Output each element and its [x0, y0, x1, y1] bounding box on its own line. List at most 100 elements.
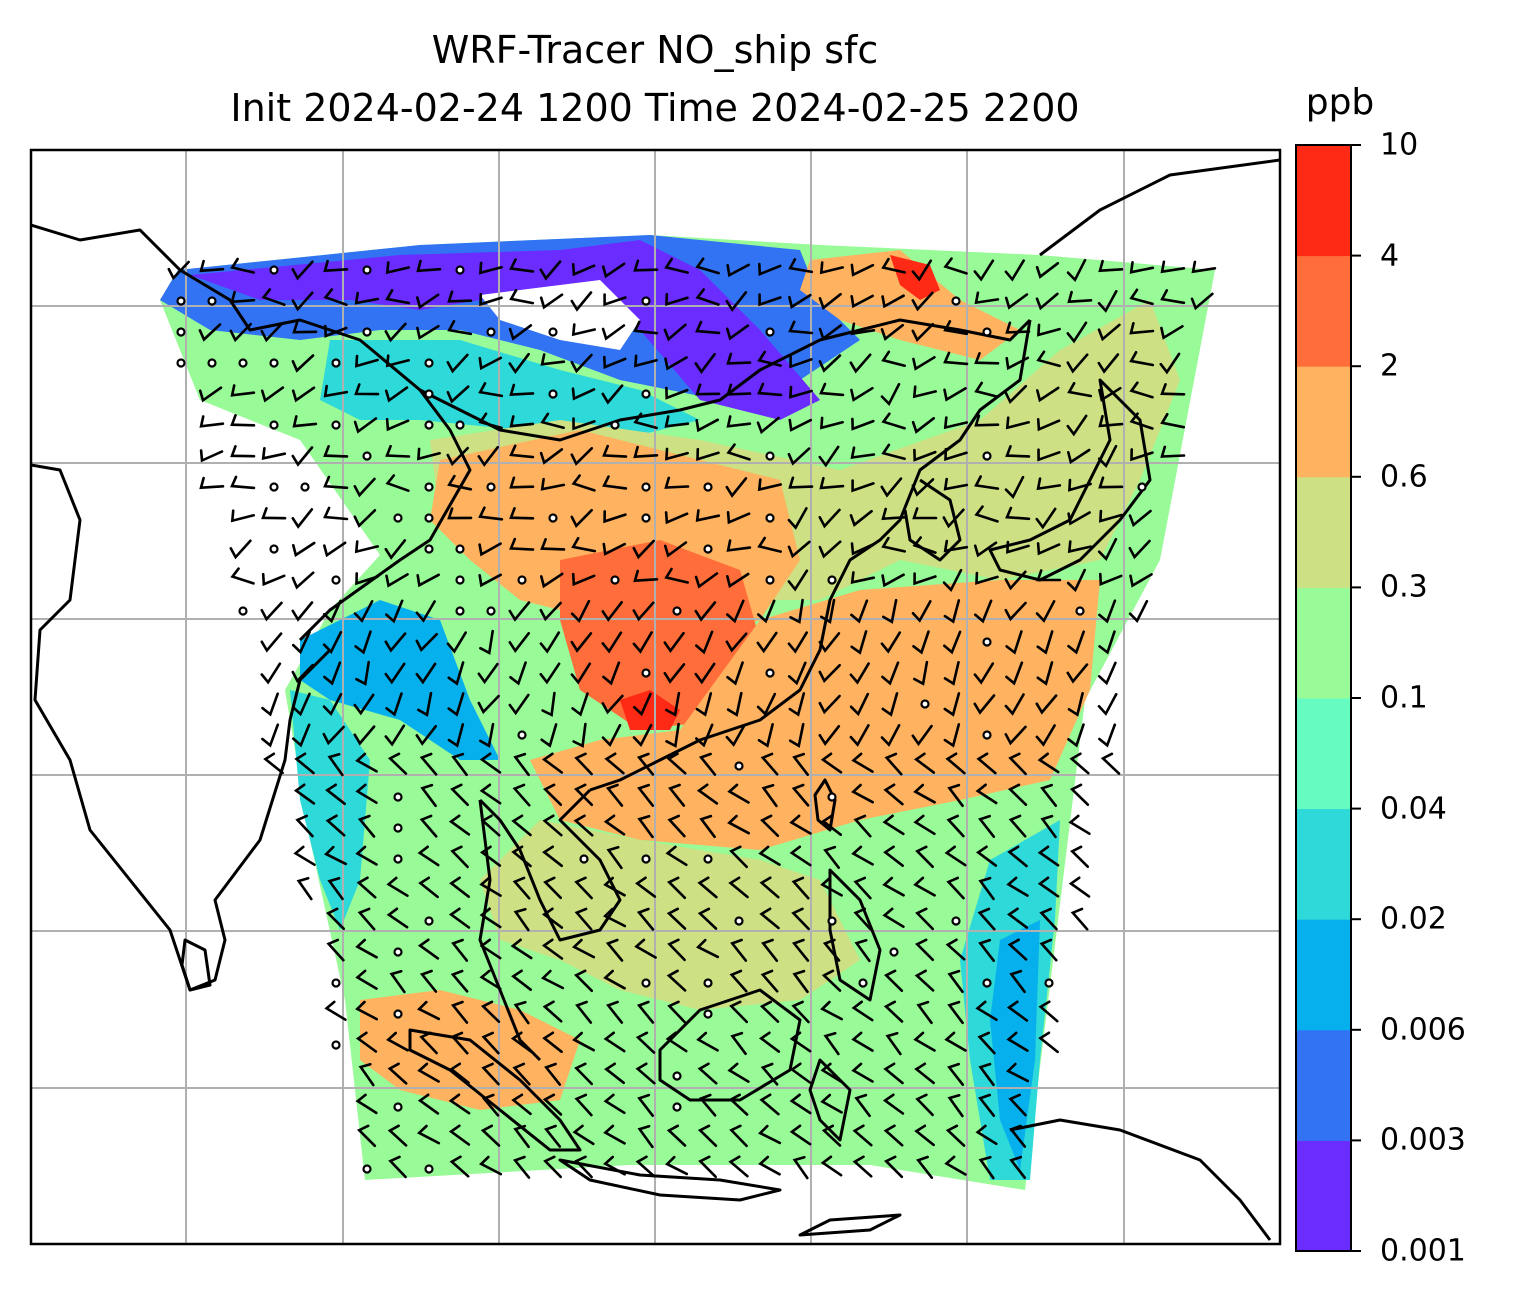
wind-barb — [323, 541, 347, 558]
wind-barb — [975, 845, 998, 867]
colorbar-tick-label: 0.04 — [1380, 791, 1447, 827]
wind-barb — [976, 752, 997, 775]
wind-barb — [849, 662, 870, 685]
wind-barb — [820, 1000, 843, 1021]
wind-barb — [726, 510, 751, 525]
calm-wind-circle — [548, 513, 558, 523]
wind-barb — [664, 447, 689, 461]
wind-barb — [199, 476, 225, 490]
wind-barb — [508, 632, 530, 653]
coast-new-guinea — [1009, 1118, 1272, 1241]
wind-barb — [791, 876, 810, 900]
wind-barb — [415, 725, 437, 746]
wind-barb — [542, 1031, 563, 1054]
wind-barb — [509, 288, 535, 305]
calm-wind-circle — [982, 327, 992, 337]
wind-barb — [509, 383, 535, 396]
coast-malay-peninsula — [478, 799, 542, 1062]
calm-wind-circle — [827, 916, 837, 926]
wind-barb — [699, 814, 716, 839]
wind-barb — [729, 969, 748, 993]
wind-barb — [757, 382, 783, 397]
concentration-field — [160, 235, 1215, 1190]
calm-wind-circle — [703, 854, 713, 864]
calm-wind-circles — [176, 265, 1147, 1174]
wind-barb — [818, 292, 842, 310]
wind-barb — [539, 662, 561, 685]
calm-wind-circle — [610, 420, 620, 430]
wind-barb — [947, 783, 964, 808]
wind-barb — [230, 475, 256, 490]
wind-barb — [698, 1155, 717, 1179]
calm-wind-circle — [672, 606, 682, 616]
wind-barb — [665, 691, 681, 717]
wind-barb — [508, 324, 533, 341]
wind-barb — [327, 752, 344, 777]
wind-barb — [229, 322, 252, 343]
wind-barb — [1068, 814, 1091, 835]
wind-barb — [725, 724, 746, 747]
calm-wind-circle — [455, 544, 465, 554]
wind-barb — [230, 290, 256, 304]
wind-barb — [1066, 353, 1089, 374]
coast-sumatra — [408, 1028, 582, 1152]
wind-barb — [728, 1155, 749, 1178]
wind-barb — [1036, 661, 1054, 686]
wind-barb — [820, 1093, 843, 1114]
calm-wind-circle — [486, 482, 496, 492]
chart-title-line-1: WRF-Tracer NO_ship sfc — [431, 28, 879, 72]
wind-barb — [419, 1031, 438, 1055]
wind-barb — [818, 354, 842, 373]
colorbar-tick-label: 0.02 — [1380, 901, 1447, 937]
wind-barb — [230, 257, 255, 274]
wind-barb — [419, 969, 438, 993]
calm-wind-circle — [393, 947, 403, 957]
wind-barb — [823, 845, 840, 869]
wind-barb — [478, 542, 502, 557]
wind-barb — [540, 723, 558, 748]
wind-barb — [478, 356, 503, 371]
wind-barb — [849, 692, 870, 717]
wind-barb — [1006, 876, 1029, 897]
wind-barb — [601, 631, 623, 654]
coast-sulawesi — [808, 1058, 852, 1142]
wind-barb — [977, 907, 996, 931]
wind-barb — [818, 694, 841, 715]
calm-wind-circle — [548, 327, 558, 337]
calm-wind-circle — [672, 1102, 682, 1112]
wind-barb — [851, 479, 875, 493]
wind-barb — [447, 692, 465, 717]
wind-barb — [386, 1031, 409, 1052]
wind-barb — [354, 383, 380, 396]
wind-barb — [818, 725, 841, 746]
wind-barb — [605, 938, 624, 962]
calm-wind-circle — [362, 1164, 372, 1174]
wind-barb — [1036, 542, 1061, 556]
wind-barb — [664, 415, 690, 428]
wind-barb — [1128, 539, 1151, 560]
coast-japan — [988, 378, 1152, 582]
wind-barb — [947, 1000, 964, 1025]
wind-barb — [1040, 783, 1058, 807]
wind-barb — [355, 938, 378, 959]
wind-barb — [850, 542, 875, 556]
wind-barb — [1035, 600, 1056, 623]
wind-barb — [509, 444, 535, 459]
wind-barb — [911, 600, 932, 623]
wind-barb — [946, 876, 965, 900]
wind-barb — [818, 324, 843, 341]
wind-barb — [1005, 1062, 1030, 1083]
wind-barb — [726, 383, 752, 396]
wind-barb — [603, 876, 626, 897]
wind-barb — [726, 352, 752, 365]
wind-barb — [323, 475, 349, 490]
wind-barb — [854, 938, 871, 963]
wind-barb — [636, 907, 655, 931]
wind-barb — [821, 969, 842, 992]
wind-barb — [509, 476, 535, 489]
wind-barb — [632, 539, 655, 560]
wind-barb — [324, 324, 348, 338]
wind-barb — [666, 969, 687, 992]
wind-barb — [663, 663, 686, 684]
wind-barb — [1036, 418, 1061, 432]
